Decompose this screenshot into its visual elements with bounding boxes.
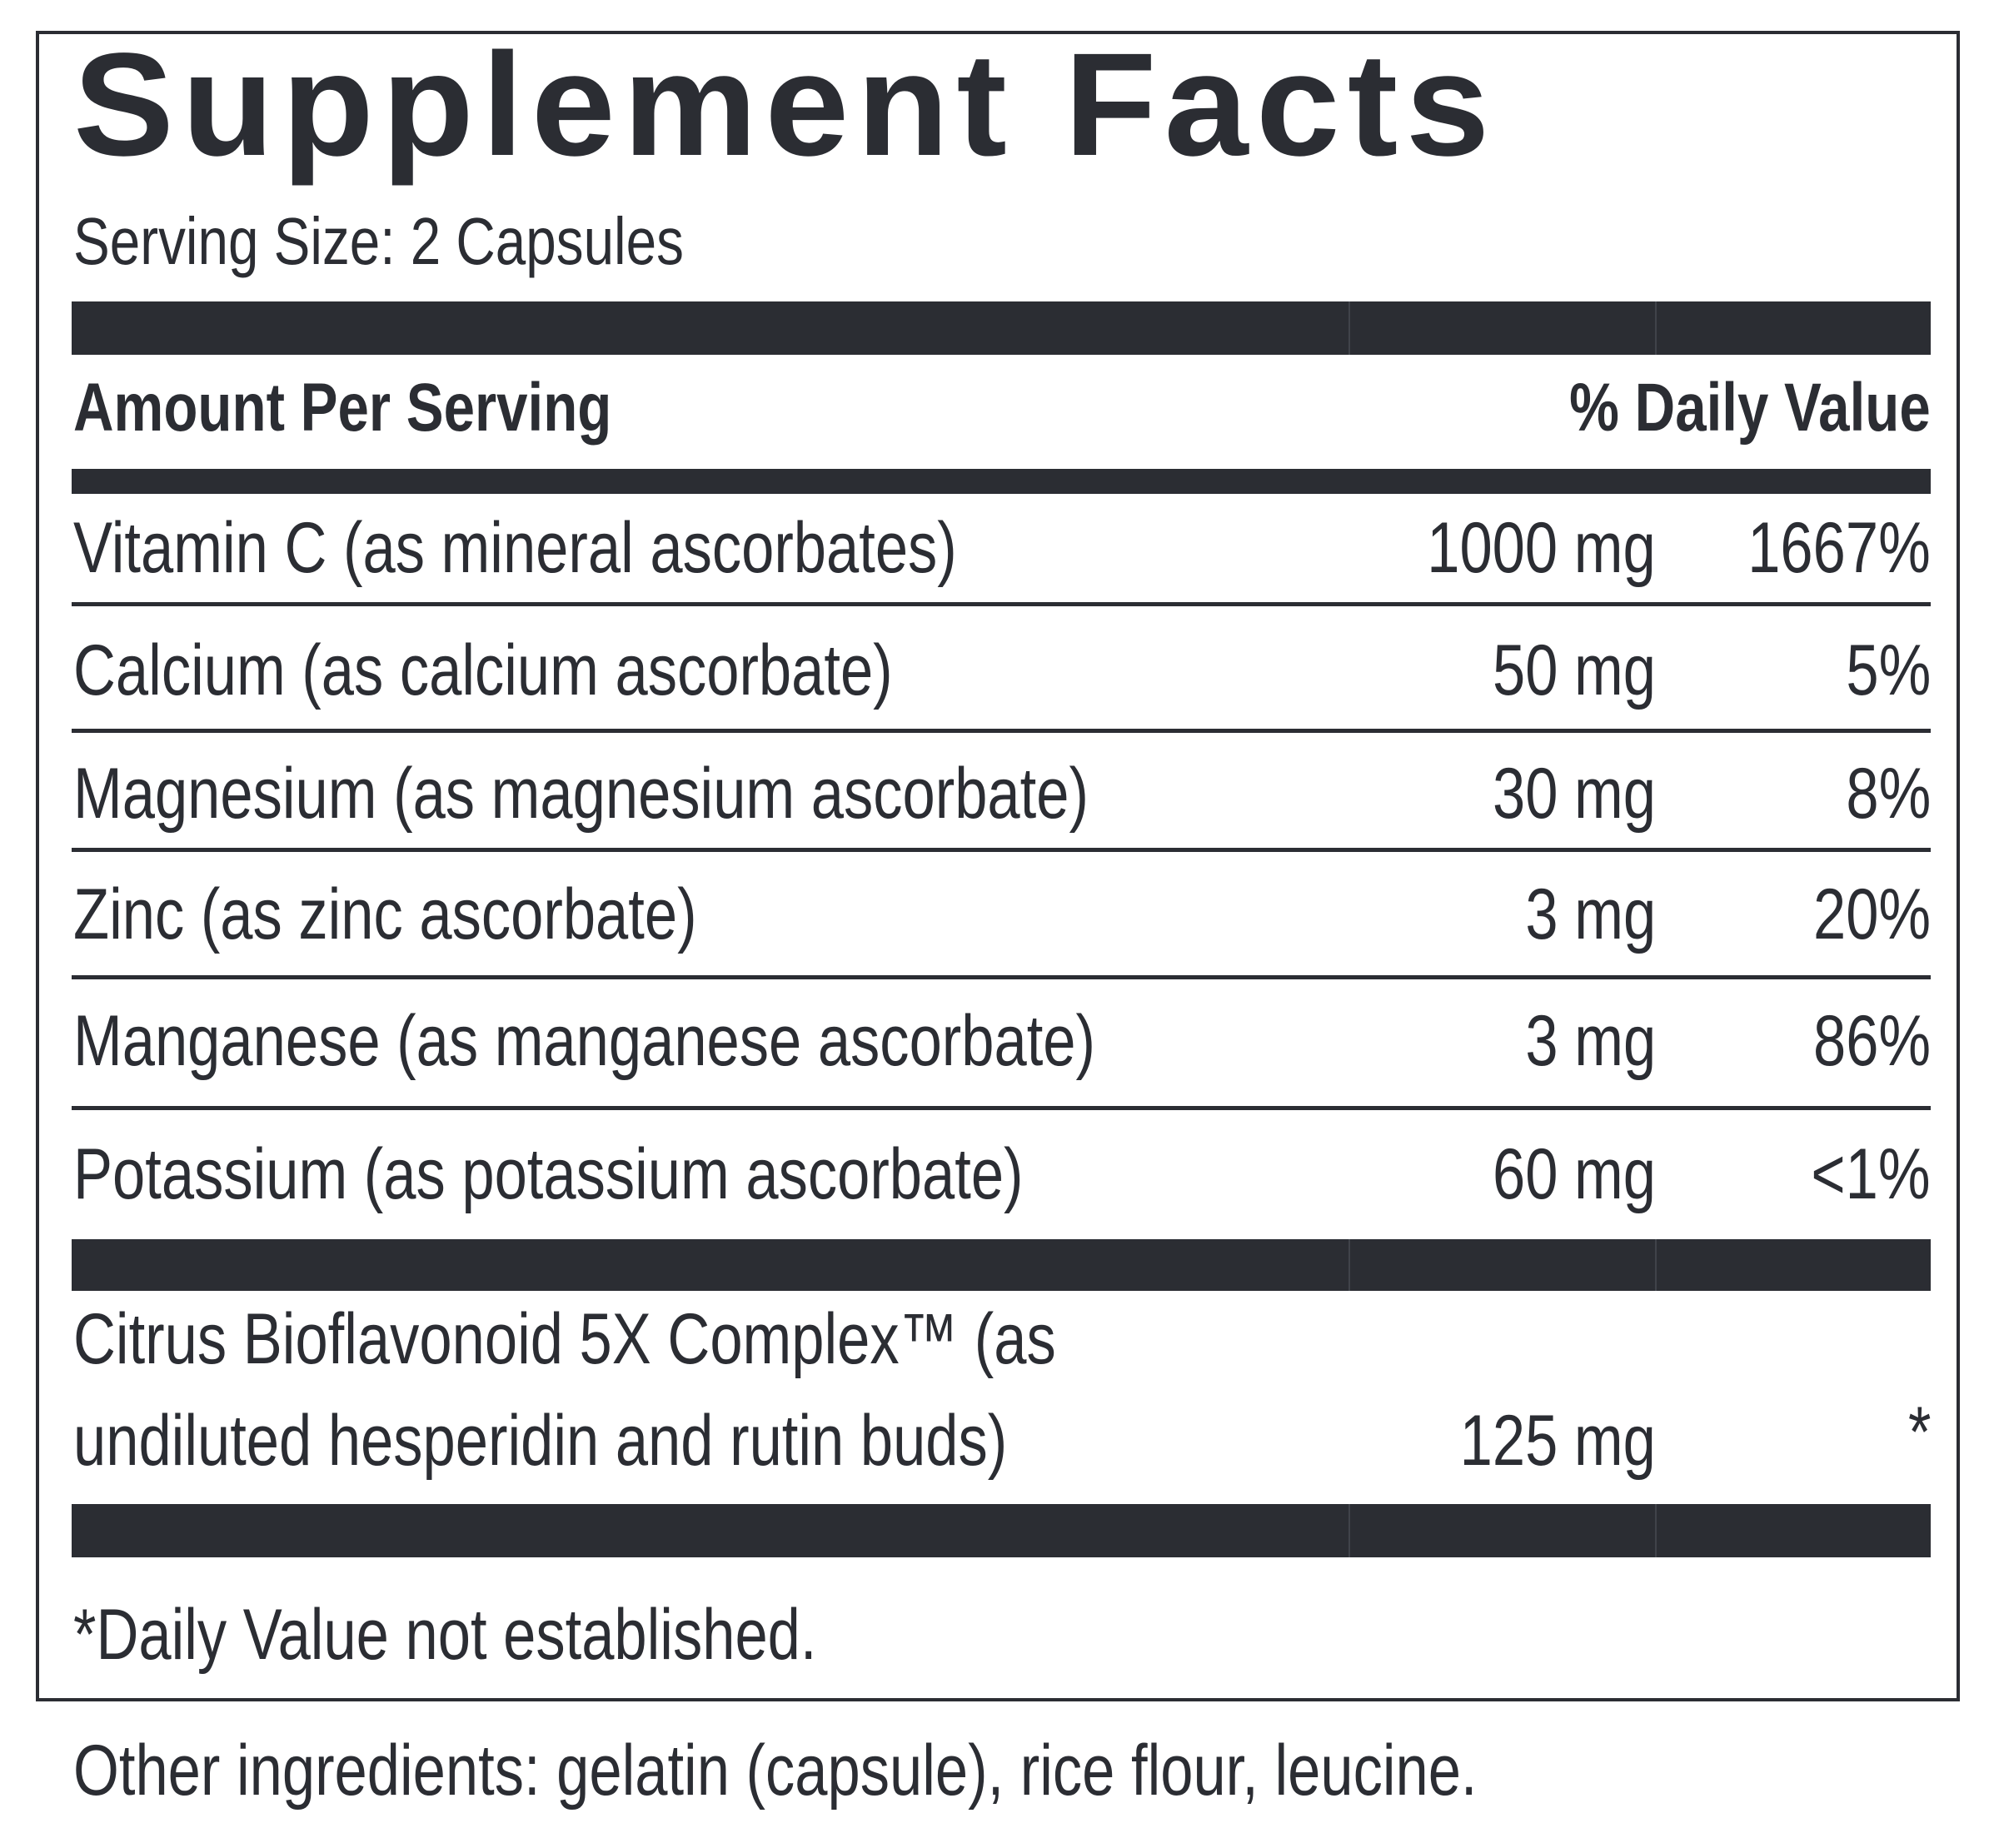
nutrient-name: Potassium (as potassium ascorbate) [73,1134,1024,1214]
serving-size: Serving Size: 2 Capsules [73,204,684,278]
nutrient-amount: 3 mg [1525,874,1656,954]
nutrient-amount: 60 mg [1492,1134,1656,1214]
nutrient-daily-value: <1% [1811,1134,1931,1214]
nutrient-daily-value: 8% [1846,754,1931,834]
nutrient-name: Calcium (as calcium ascorbate) [73,630,893,710]
nutrient-daily-value: 5% [1846,630,1931,710]
thick-divider [72,1504,1931,1557]
footnote: *Daily Value not established. [73,1595,817,1675]
header-amount-per-serving: Amount Per Serving [73,370,612,446]
row-divider [72,729,1931,733]
column-separator [1655,301,1657,355]
nutrient-amount: 50 mg [1492,630,1656,710]
column-separator [1655,1239,1657,1291]
nutrient-name: Manganese (as manganese ascorbate) [73,1001,1096,1081]
column-separator [1348,1239,1350,1291]
row-divider [72,848,1931,852]
nutrient-daily-value: 1667% [1747,508,1931,588]
nutrient-amount: 1000 mg [1427,508,1656,588]
nutrient-name: Magnesium (as magnesium ascorbate) [73,754,1089,834]
thick-divider [72,301,1931,355]
nutrient-amount: 30 mg [1492,754,1656,834]
nutrient-name: Vitamin C (as mineral ascorbates) [73,508,957,588]
blend-daily-value: * [1907,1392,1931,1472]
column-separator [1655,1504,1657,1557]
other-ingredients: Other ingredients: gelatin (capsule), ri… [73,1731,1478,1811]
nutrient-name: Zinc (as zinc ascorbate) [73,874,697,954]
row-divider [72,975,1931,979]
header-daily-value: % Daily Value [1569,370,1931,446]
column-separator [1348,301,1350,355]
blend-name-line1: Citrus Bioflavonoid 5X Complex™ (as [73,1299,1056,1379]
blend-amount: 125 mg [1459,1401,1656,1481]
column-separator [1348,1504,1350,1557]
blend-name-line2: undiluted hesperidin and rutin buds) [73,1401,1008,1481]
row-divider [72,1106,1931,1110]
nutrient-daily-value: 86% [1812,1001,1931,1081]
nutrient-amount: 3 mg [1525,1001,1656,1081]
medium-divider [72,469,1931,494]
nutrient-daily-value: 20% [1812,874,1931,954]
panel-title: Supplement Facts [73,23,1498,187]
row-divider [72,602,1931,606]
thick-divider [72,1239,1931,1291]
supplement-facts-panel [36,31,1960,1701]
